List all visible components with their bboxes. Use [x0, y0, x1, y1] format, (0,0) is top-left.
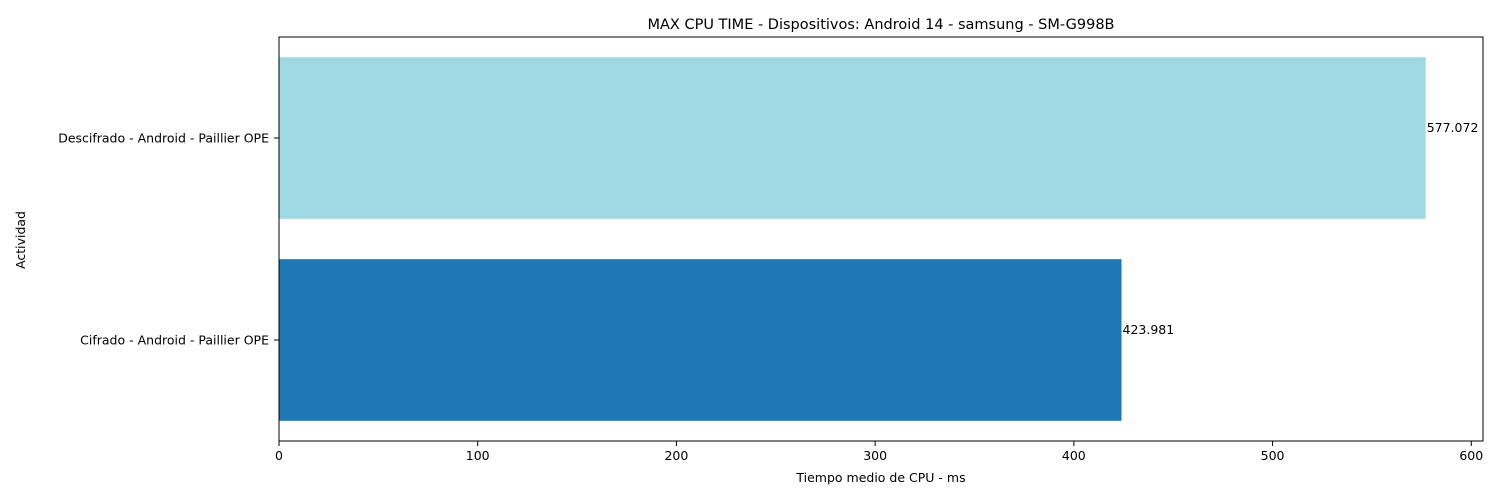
bar [279, 259, 1122, 421]
plot-frame [278, 36, 1484, 442]
bars-layer: 423.981 577.072 [279, 57, 1478, 421]
data-label: 577.072 [1427, 120, 1479, 135]
y-tick-label: Cifrado - Android - Paillier OPE [80, 333, 269, 348]
y-axis-label: Actividad [13, 211, 28, 269]
axes-layer: Cifrado - Android - Paillier OPE Descifra… [58, 36, 1484, 463]
y-tick-label: Descifrado - Android - Paillier OPE [58, 131, 269, 146]
x-tick-label: 600 [1459, 448, 1483, 463]
x-tick-label: 100 [466, 448, 490, 463]
x-tick-label: 0 [275, 448, 283, 463]
x-tick-label: 200 [664, 448, 688, 463]
x-tick-label: 300 [863, 448, 887, 463]
bar [279, 57, 1426, 219]
data-label: 423.981 [1123, 322, 1175, 337]
x-axis-label: Tiempo medio de CPU - ms [795, 470, 965, 485]
x-tick-label: 400 [1062, 448, 1086, 463]
x-tick-label: 500 [1261, 448, 1285, 463]
chart-title: MAX CPU TIME - Dispositivos: Android 14 … [647, 17, 1114, 33]
